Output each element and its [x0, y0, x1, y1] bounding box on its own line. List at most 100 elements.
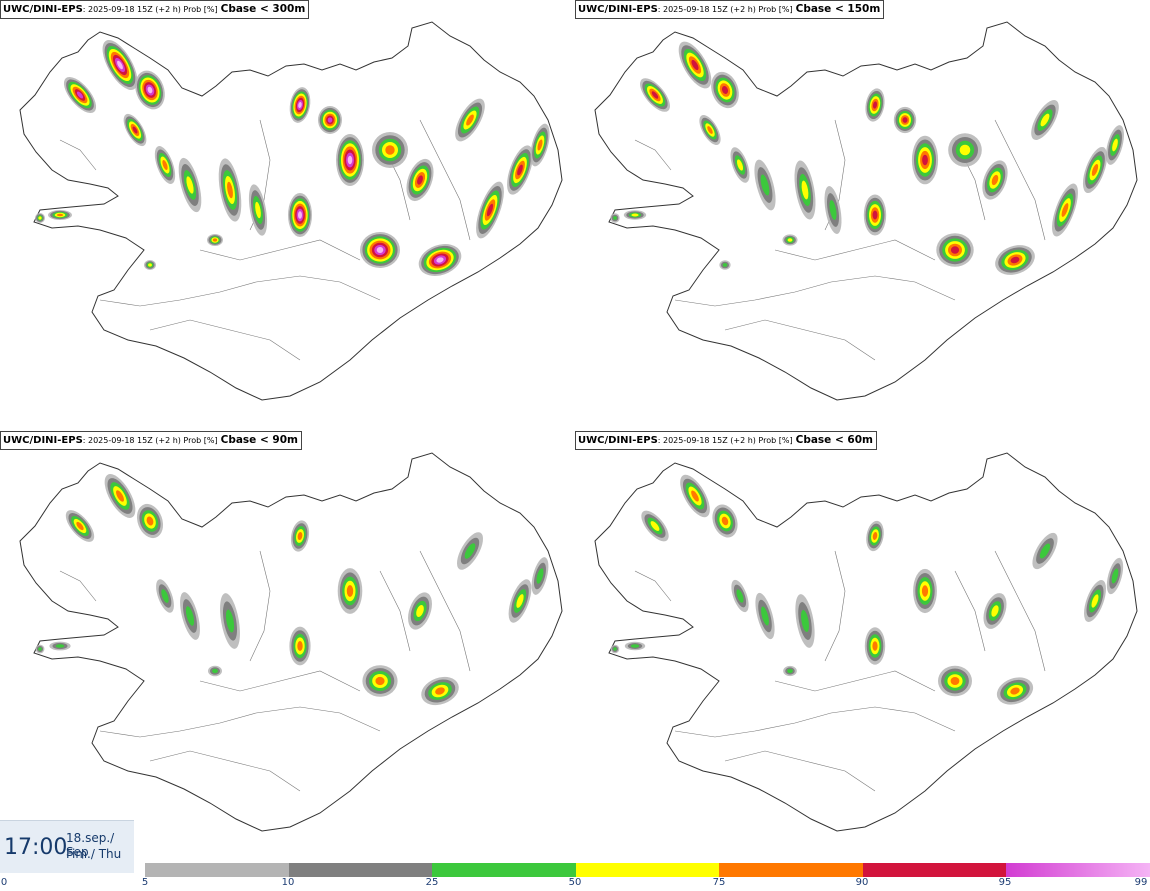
colorbar-segment: [432, 863, 576, 877]
probability-contour: [736, 159, 744, 171]
probability-contour: [922, 154, 928, 166]
probability-field: [35, 474, 549, 706]
region-boundary: [59, 570, 97, 602]
probability-contour: [691, 490, 699, 502]
probability-contour: [872, 101, 878, 109]
map-panel-300m: UWC/DINI-EPS: 2025-09-18 15Z (+2 h) Prob…: [0, 0, 575, 430]
region-boundary: [149, 319, 301, 361]
probability-contour: [959, 144, 971, 156]
probability-contour: [147, 86, 153, 94]
probability-contour: [347, 155, 353, 165]
probability-contour: [691, 59, 699, 71]
probability-contour: [721, 86, 729, 94]
probability-contour: [227, 181, 233, 199]
valid-weekday-line: Fim./ Thu: [66, 847, 122, 861]
probability-contour: [787, 668, 793, 674]
region-boundary: [59, 139, 97, 171]
probability-contour: [417, 175, 423, 185]
probability-contour: [297, 531, 303, 541]
colorbar-tick: 5: [141, 877, 149, 888]
region-boundary: [674, 706, 956, 738]
probability-contour: [631, 213, 639, 217]
region-boundary: [149, 750, 301, 792]
panel-title: UWC/DINI-EPS: 2025-09-18 15Z (+2 h) Prob…: [0, 431, 302, 450]
probability-contour: [132, 126, 138, 134]
region-boundary: [99, 706, 381, 738]
valid-time-box: 17:00 18.sep./ Sep Fim./ Thu: [0, 820, 134, 873]
region-boundary: [724, 750, 876, 792]
probability-contour: [787, 238, 793, 242]
probability-contour: [117, 60, 123, 70]
colorbar-tick: 10: [281, 877, 295, 888]
colorbar-segment: [719, 863, 863, 877]
probability-contour: [38, 216, 42, 220]
panel-title: UWC/DINI-EPS: 2025-09-18 15Z (+2 h) Prob…: [575, 0, 885, 19]
probability-contour: [435, 687, 445, 695]
probability-contour: [148, 263, 152, 267]
probability-contour: [1061, 203, 1069, 217]
probability-field: [35, 40, 550, 276]
region-boundary: [724, 319, 876, 361]
probability-contour: [76, 91, 84, 99]
probability-contour: [1112, 138, 1118, 152]
colorbar-tick: 50: [568, 877, 582, 888]
probability-contour: [436, 257, 444, 263]
region-boundary: [199, 670, 361, 692]
region-boundary: [824, 550, 846, 662]
panel-title: UWC/DINI-EPS: 2025-09-18 15Z (+2 h) Prob…: [575, 431, 877, 450]
probability-contour: [829, 200, 837, 220]
probability-contour: [651, 91, 659, 99]
colorbar-segment: [288, 863, 433, 877]
probability-contour: [872, 532, 878, 540]
probability-contour: [801, 180, 809, 200]
region-boundary: [249, 550, 271, 662]
region-boundary: [634, 139, 672, 171]
region-boundary: [634, 570, 672, 602]
colorbar-tick: 90: [855, 877, 869, 888]
panel-title: UWC/DINI-EPS: 2025-09-18 15Z (+2 h) Prob…: [0, 0, 310, 19]
probability-contour: [537, 139, 543, 151]
probability-contour: [486, 203, 494, 217]
colorbar-segment: [862, 863, 1007, 877]
region-boundary: [379, 570, 411, 652]
region-boundary: [994, 550, 1046, 672]
colorbar-segment: [1006, 863, 1150, 877]
map-panel-90m: UWC/DINI-EPS: 2025-09-18 15Z (+2 h) Prob…: [0, 431, 575, 861]
probability-contour: [1111, 568, 1119, 584]
probability-contour: [186, 176, 194, 194]
iceland-probability-map: [594, 21, 1138, 401]
iceland-probability-map: [19, 21, 563, 401]
probability-contour: [346, 585, 354, 597]
probability-contour: [298, 102, 302, 108]
probability-contour: [872, 641, 878, 651]
probability-contour: [517, 164, 523, 176]
colorbar-segment: [145, 863, 289, 877]
probability-contour: [516, 594, 524, 608]
probability-contour: [1010, 687, 1020, 695]
region-boundary: [199, 239, 361, 261]
probability-contour: [1091, 164, 1099, 176]
probability-contour: [801, 609, 809, 633]
probability-contour: [761, 606, 769, 626]
probability-contour: [536, 568, 544, 584]
region-boundary: [419, 550, 471, 672]
probability-contour: [146, 516, 154, 526]
probability-field: [610, 474, 1124, 705]
colorbar-tick: 0: [0, 877, 8, 888]
probability-contour: [385, 145, 395, 155]
probability-contour: [162, 160, 168, 170]
colorbar-tick: 99: [1134, 877, 1148, 888]
probability-contour: [707, 126, 713, 134]
valid-time-clock: 17:00: [4, 835, 68, 860]
probability-contour: [161, 589, 169, 603]
probability-contour: [375, 676, 385, 686]
probability-contour: [298, 211, 302, 219]
probability-contour: [760, 174, 770, 196]
region-boundary: [954, 570, 986, 652]
probability-contour: [950, 246, 960, 254]
iceland-probability-map: [594, 452, 1138, 832]
probability-contour: [722, 263, 728, 267]
colorbar-segment: [575, 863, 720, 877]
region-boundary: [674, 275, 956, 307]
probability-colorbar: [145, 863, 1150, 877]
